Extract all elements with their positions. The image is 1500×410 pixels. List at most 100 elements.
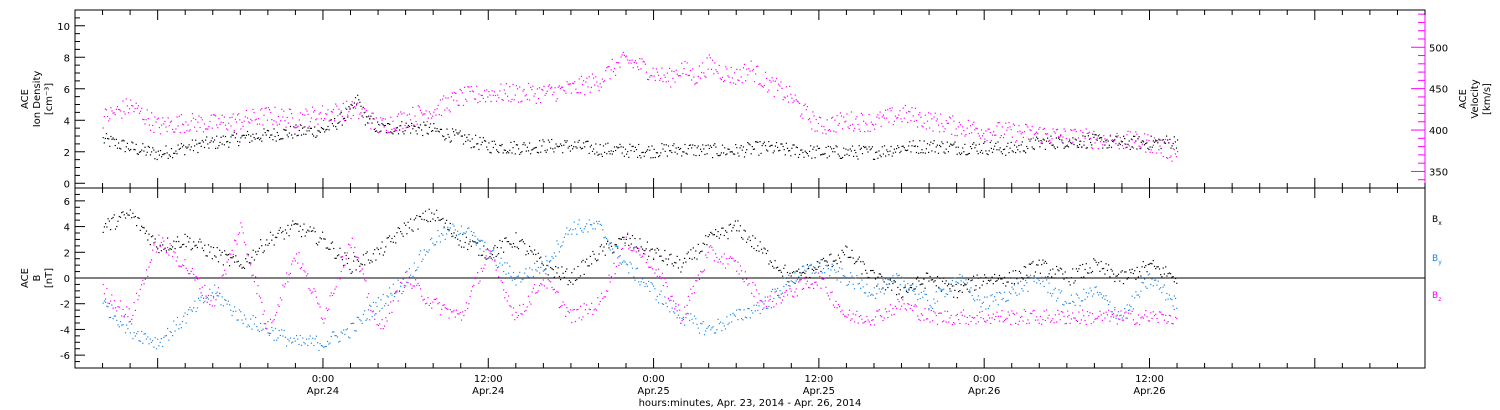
data-point xyxy=(490,253,492,255)
data-point xyxy=(187,146,189,148)
data-point xyxy=(156,158,158,161)
data-point xyxy=(696,258,698,260)
data-point xyxy=(450,140,452,142)
data-point xyxy=(491,254,493,256)
data-point xyxy=(496,246,498,249)
data-point xyxy=(583,303,585,305)
data-point xyxy=(1172,276,1174,278)
data-point xyxy=(786,147,789,149)
data-point xyxy=(238,145,240,147)
data-point xyxy=(859,130,861,132)
data-point xyxy=(588,219,590,221)
data-point xyxy=(121,212,123,214)
data-point xyxy=(753,148,756,150)
data-point xyxy=(520,281,522,283)
data-point xyxy=(767,307,769,309)
data-point xyxy=(841,249,843,251)
data-point xyxy=(910,151,912,153)
data-point xyxy=(368,122,370,124)
data-point xyxy=(1120,140,1122,142)
data-point xyxy=(1105,295,1107,297)
data-point xyxy=(803,271,805,273)
data-point xyxy=(477,102,479,104)
data-point xyxy=(607,240,609,243)
data-point xyxy=(427,297,429,299)
data-point xyxy=(1031,277,1033,279)
data-point xyxy=(1075,268,1077,270)
top-right-tick-label: 450 xyxy=(1429,85,1448,96)
data-point xyxy=(423,249,425,251)
data-point xyxy=(404,125,406,127)
data-point xyxy=(505,237,507,239)
data-point xyxy=(505,273,507,275)
data-point xyxy=(492,94,494,96)
data-point xyxy=(494,259,496,261)
data-point xyxy=(680,322,682,324)
data-point xyxy=(224,124,227,126)
data-point xyxy=(691,318,693,320)
data-point xyxy=(899,308,901,310)
data-point xyxy=(1000,292,1002,294)
data-point xyxy=(626,153,628,155)
x-time-label: 0:00 xyxy=(973,374,995,385)
data-point xyxy=(429,239,432,241)
data-point xyxy=(401,233,403,235)
data-point xyxy=(489,94,491,96)
data-point xyxy=(857,258,859,260)
data-point xyxy=(344,264,346,266)
data-point xyxy=(379,124,381,126)
data-point xyxy=(1001,278,1003,280)
data-point xyxy=(606,153,608,155)
data-point xyxy=(513,141,515,143)
data-point xyxy=(697,75,699,78)
data-point xyxy=(830,253,832,255)
data-point xyxy=(979,299,981,301)
data-point xyxy=(1033,275,1035,277)
data-point xyxy=(1119,280,1121,282)
data-point xyxy=(198,297,200,299)
b-series-bz xyxy=(102,222,1178,334)
data-point xyxy=(1008,291,1010,293)
data-point xyxy=(434,220,436,222)
data-point xyxy=(594,153,596,155)
data-point xyxy=(1144,278,1146,280)
data-point xyxy=(888,310,890,312)
data-point xyxy=(145,119,147,121)
data-point xyxy=(208,125,210,128)
data-point xyxy=(578,139,580,141)
data-point xyxy=(567,83,569,85)
data-point xyxy=(929,127,931,129)
data-point xyxy=(952,144,954,146)
data-point xyxy=(1047,137,1049,139)
data-point xyxy=(118,215,120,218)
data-point xyxy=(265,134,267,136)
data-point xyxy=(666,264,668,266)
data-point xyxy=(801,272,803,274)
velocity-label-line1: ACE xyxy=(1458,89,1469,109)
data-point xyxy=(995,142,997,144)
data-point xyxy=(1127,130,1129,132)
data-point xyxy=(314,231,316,233)
data-point xyxy=(958,282,960,284)
data-point xyxy=(114,228,117,230)
data-point xyxy=(715,229,717,231)
data-point xyxy=(145,154,147,156)
data-point xyxy=(772,300,774,303)
data-point xyxy=(485,140,487,142)
data-point xyxy=(1027,319,1029,321)
data-point xyxy=(1087,135,1089,137)
data-point xyxy=(774,288,776,290)
data-point xyxy=(339,120,341,123)
data-point xyxy=(149,261,151,263)
data-point xyxy=(687,251,689,253)
data-point xyxy=(959,290,961,292)
data-point xyxy=(398,227,401,230)
x-time-label: 12:00 xyxy=(1135,374,1164,385)
data-point xyxy=(163,336,165,339)
data-point xyxy=(1128,140,1130,142)
data-point xyxy=(490,250,492,253)
data-point xyxy=(765,307,767,309)
data-point xyxy=(868,321,870,323)
data-point xyxy=(113,300,115,302)
data-point xyxy=(536,88,538,90)
